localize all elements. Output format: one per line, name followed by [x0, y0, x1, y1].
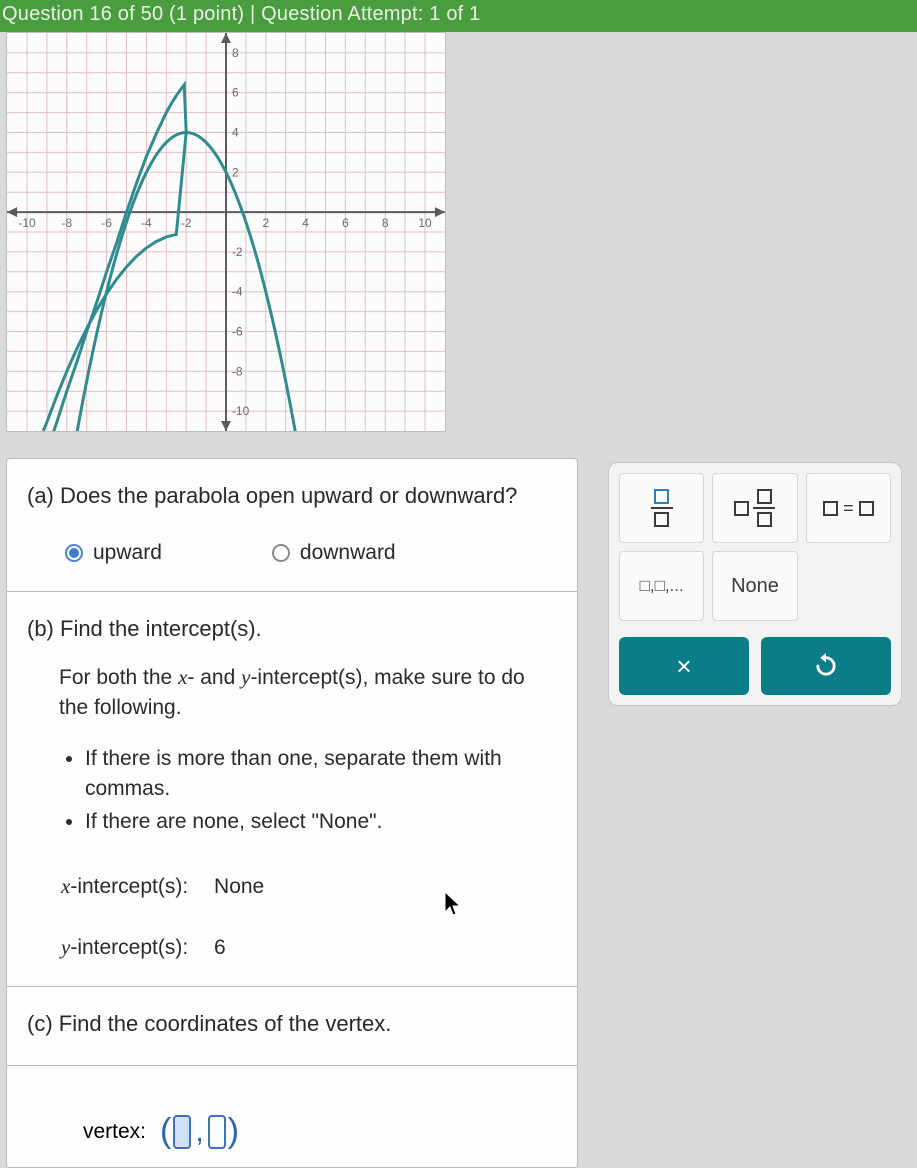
y-intercept-row: y-intercept(s): 6	[61, 935, 557, 960]
radio-upward[interactable]: upward	[65, 541, 162, 565]
input-palette: = □,□,... None ×	[608, 462, 902, 706]
vertex-label: vertex:	[83, 1120, 146, 1144]
palette-list[interactable]: □,□,...	[619, 551, 704, 621]
radio-unselected-icon	[272, 544, 290, 562]
mouse-cursor-icon	[442, 890, 464, 918]
bullet-2: If there are none, select "None".	[85, 807, 551, 836]
vertex-input-row: vertex: ( , )	[7, 1066, 577, 1167]
question-c-text: (c) Find the coordinates of the vertex.	[27, 1009, 557, 1039]
vertex-x-slot[interactable]	[173, 1115, 191, 1149]
question-header: Question 16 of 50 (1 point) | Question A…	[0, 0, 917, 32]
vertex-y-slot[interactable]	[208, 1115, 226, 1149]
palette-undo-button[interactable]	[761, 637, 891, 695]
y-intercept-value[interactable]: 6	[214, 936, 226, 959]
section-c: (c) Find the coordinates of the vertex.	[7, 987, 577, 1066]
palette-mixed-number[interactable]	[712, 473, 797, 543]
question-b-text: (b) Find the intercept(s).	[27, 614, 557, 644]
section-b: (b) Find the intercept(s). For both the …	[7, 592, 577, 988]
vertex-input[interactable]: ( , )	[160, 1112, 239, 1151]
x-intercept-label: -intercept(s):	[70, 875, 188, 898]
palette-close-button[interactable]: ×	[619, 637, 749, 695]
palette-none[interactable]: None	[712, 551, 797, 621]
radio-upward-label: upward	[93, 541, 162, 565]
radio-downward[interactable]: downward	[272, 541, 396, 565]
y-intercept-label: -intercept(s):	[70, 936, 188, 959]
instr-part2: - and	[187, 666, 241, 689]
radio-selected-icon	[65, 544, 83, 562]
palette-fraction[interactable]	[619, 473, 704, 543]
undo-icon	[812, 652, 840, 680]
graph-panel: -10-8 -6-4 -22 46 810 86 42 -2-4 -6-8 -1…	[6, 32, 446, 432]
instr-part1: For both the	[59, 666, 178, 689]
question-a-text: (a) Does the parabola open upward or dow…	[27, 481, 557, 511]
palette-equation[interactable]: =	[806, 473, 891, 543]
radio-row: upward downward	[65, 541, 557, 565]
x-intercept-row: x-intercept(s): None	[61, 874, 557, 899]
parabola-curve-overlay	[7, 33, 445, 431]
header-text: Question 16 of 50 (1 point) | Question A…	[2, 3, 481, 25]
question-box: (a) Does the parabola open upward or dow…	[6, 458, 578, 1168]
instruction-block: For both the x- and y-intercept(s), make…	[59, 663, 557, 836]
x-intercept-value[interactable]: None	[214, 875, 264, 898]
section-a: (a) Does the parabola open upward or dow…	[7, 459, 577, 592]
close-icon: ×	[676, 651, 691, 682]
palette-list-label: □,□,...	[640, 576, 684, 596]
radio-downward-label: downward	[300, 541, 396, 565]
palette-none-label: None	[731, 575, 779, 598]
bullet-1: If there is more than one, separate them…	[85, 744, 551, 803]
palette-empty	[806, 551, 891, 621]
